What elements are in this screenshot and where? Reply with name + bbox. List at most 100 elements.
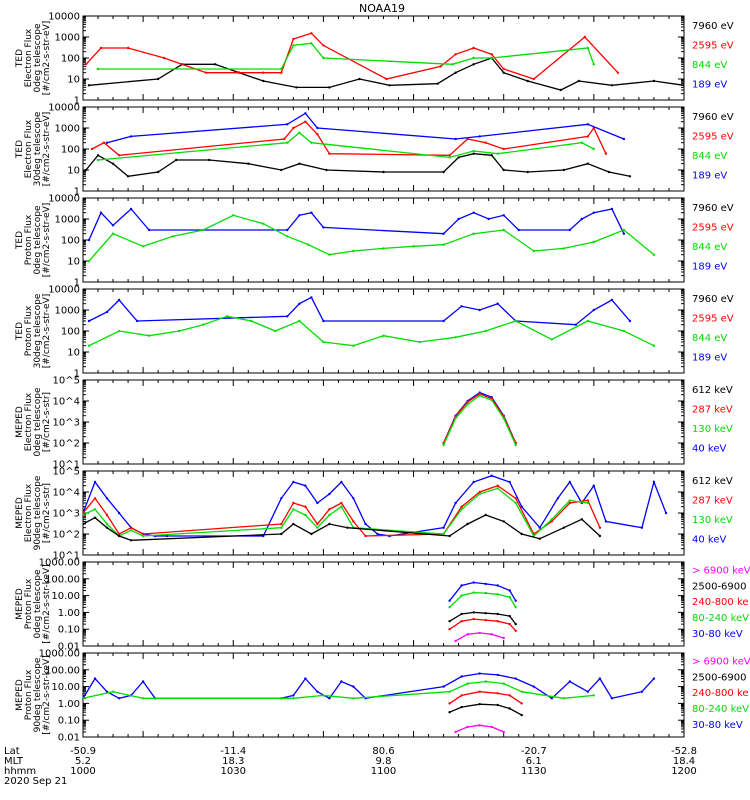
series-line-4: [449, 618, 517, 632]
data-point: [454, 53, 457, 56]
data-point: [652, 253, 656, 256]
data-point: [280, 532, 283, 536]
data-point: [304, 505, 307, 508]
data-point: [466, 633, 469, 636]
data-point: [490, 53, 493, 56]
data-point: [90, 147, 94, 151]
footer-hhmm-value: 1130: [521, 766, 546, 777]
data-point: [96, 158, 100, 162]
data-point: [616, 71, 620, 74]
y-axis-title-line: Electron Flux: [24, 28, 34, 87]
data-point: [87, 238, 91, 242]
data-point: [316, 522, 319, 526]
y-tick-label: 10000: [48, 103, 80, 114]
data-point: [502, 147, 505, 151]
legend-entry: 40 keV: [692, 534, 726, 545]
data-point: [105, 522, 109, 526]
data-point: [508, 622, 511, 626]
y-axis-title-line: [#/cm2-s-str-eV]: [42, 21, 52, 96]
data-point: [442, 526, 445, 529]
data-point: [352, 497, 355, 500]
data-point: [568, 501, 571, 505]
y-tick-label: 10^3: [53, 418, 80, 429]
y-axis-title-line: Proton Flux: [24, 578, 34, 629]
data-point: [328, 522, 331, 526]
data-point: [472, 211, 475, 214]
data-point: [214, 63, 217, 66]
data-point: [622, 232, 626, 235]
legend-entry: 612 keV: [692, 476, 733, 487]
data-point: [202, 323, 205, 326]
y-tick-label: 10^2: [53, 439, 80, 450]
data-point: [472, 617, 475, 621]
data-point: [117, 329, 121, 333]
series-line-3: [83, 487, 588, 538]
data-point: [102, 141, 106, 144]
data-point: [99, 46, 103, 50]
data-point: [328, 508, 331, 511]
data-point: [550, 518, 553, 521]
data-point: [496, 692, 499, 695]
footer-hhmm-value: 1100: [371, 766, 396, 777]
legend-entry: > 6900 keV: [692, 657, 750, 668]
data-point: [304, 513, 307, 517]
data-point: [340, 480, 343, 484]
data-point: [574, 323, 577, 326]
data-point: [559, 88, 562, 92]
legend-entry: > 6900 keV: [692, 566, 750, 577]
y-axis-title-line: Proton Flux: [24, 669, 34, 720]
data-point: [520, 505, 523, 508]
data-point: [628, 319, 632, 323]
data-point: [178, 329, 181, 333]
y-axis-title-line: Electron Flux: [24, 483, 34, 542]
y-tick-label: 1000: [55, 215, 80, 226]
legend-entry: 7960 eV: [692, 21, 734, 32]
legend-entry: 2595 eV: [692, 222, 734, 233]
data-point: [340, 680, 343, 683]
footer-lat-value: -11.4: [220, 746, 246, 757]
y-tick-label: 100.00: [45, 665, 80, 676]
data-point: [538, 537, 541, 540]
data-point: [226, 315, 229, 318]
data-point: [111, 690, 115, 693]
data-point: [129, 539, 133, 542]
data-point: [454, 639, 457, 643]
y-tick-label: 1.00: [58, 699, 80, 710]
y-tick-label: 10^1: [53, 460, 80, 471]
data-point: [105, 526, 109, 529]
data-point: [628, 175, 632, 178]
data-point: [105, 141, 109, 144]
data-point: [298, 162, 301, 165]
data-point: [382, 247, 385, 250]
data-point: [376, 532, 379, 536]
y-axis-title-line: 30deg telescope: [33, 293, 43, 368]
data-point: [556, 497, 559, 500]
legend-entry: 240-800 ke: [692, 597, 749, 608]
legend-entry: 2500-6900: [692, 581, 747, 592]
data-point: [664, 511, 668, 515]
data-point: [568, 499, 571, 502]
y-axis-title-line: MEPED: [15, 679, 25, 711]
data-point: [439, 65, 442, 68]
data-point: [586, 690, 589, 693]
series-line-2: [88, 214, 655, 262]
data-point: [478, 703, 481, 706]
data-point: [508, 596, 511, 599]
series-line-3: [449, 691, 523, 704]
legend-entry: 2500-6900: [692, 672, 747, 683]
data-point: [262, 71, 265, 74]
data-point: [472, 56, 475, 60]
legend-entry: 80-240 keV: [692, 613, 749, 624]
panel-2: 1 10 100 1000 10000 TED Electron Flux 30deg tel…: [15, 103, 734, 198]
y-tick-label: 10^5: [53, 467, 80, 478]
data-point: [532, 249, 535, 253]
data-point: [304, 120, 307, 123]
data-point: [292, 44, 295, 47]
data-point: [472, 152, 475, 155]
data-point: [520, 690, 523, 693]
data-point: [514, 443, 517, 447]
data-point: [328, 492, 331, 496]
data-point: [514, 606, 517, 609]
data-point: [502, 168, 505, 172]
data-point: [562, 526, 565, 529]
